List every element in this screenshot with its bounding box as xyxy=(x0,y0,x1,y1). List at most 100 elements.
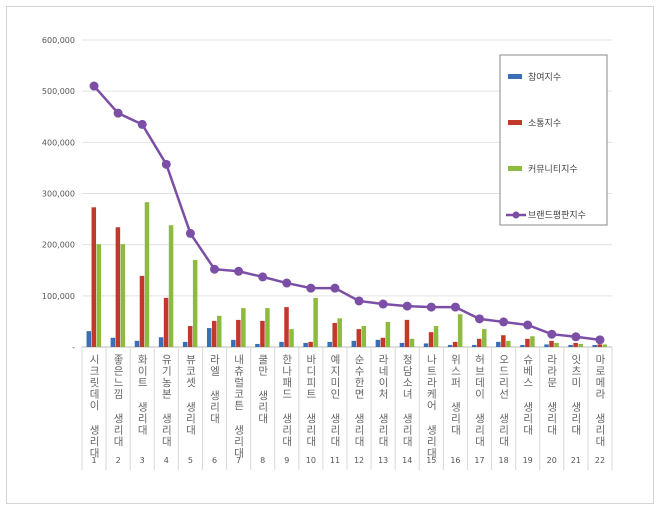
x-category-label: 허브데이 생리대 xyxy=(474,354,486,448)
bar-2 xyxy=(332,322,337,347)
bar-1 xyxy=(544,344,549,347)
legend-marker xyxy=(512,211,520,219)
bar-2 xyxy=(404,319,410,347)
bar-2 xyxy=(115,227,121,347)
line-point xyxy=(595,335,605,345)
y-tick-label: 100,000 xyxy=(42,292,75,301)
x-category-label: 마로메라 생리대 xyxy=(594,354,606,448)
line-point xyxy=(402,301,412,311)
x-category-label: 라네이처 생리대 xyxy=(377,354,389,448)
line-point xyxy=(499,317,509,327)
bar-3 xyxy=(385,321,391,347)
line-point xyxy=(450,302,460,312)
x-rank-label: 17 xyxy=(474,456,484,465)
bar-1 xyxy=(399,342,405,347)
bar-3 xyxy=(433,326,439,347)
bar-2 xyxy=(236,319,241,347)
x-category-label: 시크릿데이 생리대 xyxy=(88,354,100,459)
x-category-label: 라엘 생리대 xyxy=(209,354,221,425)
bar-2 xyxy=(187,326,193,347)
x-rank-label: 20 xyxy=(547,456,557,465)
x-rank-label: 6 xyxy=(212,456,217,465)
y-tick-label: 500,000 xyxy=(42,87,75,96)
x-category-label: 화이트 생리대 xyxy=(136,354,148,436)
x-rank-label: 14 xyxy=(402,456,412,465)
x-rank-label: 19 xyxy=(523,456,533,465)
bar-1 xyxy=(86,331,92,347)
x-rank-label: 4 xyxy=(164,456,169,465)
bar-1 xyxy=(134,340,140,347)
bar-1 xyxy=(279,341,284,347)
bar-3 xyxy=(241,308,246,347)
legend-label: 참여지수 xyxy=(528,71,561,83)
x-rank-label: 2 xyxy=(116,456,121,465)
x-category-label: 내츄럴코튼 생리대 xyxy=(233,354,245,459)
line-point xyxy=(161,159,171,169)
bar-1 xyxy=(303,342,308,347)
bar-2 xyxy=(573,342,578,347)
x-category-label: 좋은느낌 생리대 xyxy=(112,354,124,448)
bar-3 xyxy=(265,308,270,347)
line-point xyxy=(330,283,340,293)
x-rank-label: 8 xyxy=(260,456,265,465)
bar-1 xyxy=(327,341,332,347)
y-tick-label: 300,000 xyxy=(42,190,75,199)
x-rank-label: 10 xyxy=(306,456,316,465)
y-tick-label: 200,000 xyxy=(42,241,75,250)
line-point xyxy=(306,283,316,293)
line-point xyxy=(523,320,533,330)
bar-1 xyxy=(375,339,381,347)
x-category-label: 청담소녀 생리대 xyxy=(401,354,413,448)
x-rank-label: 21 xyxy=(571,456,581,465)
line-point xyxy=(210,264,219,274)
line-point xyxy=(547,329,557,339)
bar-3 xyxy=(578,343,583,347)
x-rank-label: 18 xyxy=(498,456,508,465)
bar-1 xyxy=(496,341,501,347)
x-category-label: 예지미인 생리대 xyxy=(329,353,341,447)
legend-label: 브랜드평판지수 xyxy=(528,210,586,221)
x-category-label: 라라문 생리대 xyxy=(546,354,558,436)
bar-1 xyxy=(423,343,429,347)
x-rank-label: 22 xyxy=(595,456,605,465)
x-category-label: 한나패드 생리대 xyxy=(281,354,293,448)
bar-3 xyxy=(602,344,607,347)
bar-3 xyxy=(96,244,102,347)
legend-swatch xyxy=(508,166,522,171)
line-point xyxy=(426,302,436,312)
x-category-label: 순수한면 생리대 xyxy=(353,354,365,448)
bar-3 xyxy=(361,326,367,347)
bar-1 xyxy=(182,341,188,347)
bar-2 xyxy=(597,344,602,347)
legend-label: 소통지수 xyxy=(528,118,561,129)
legend-swatch xyxy=(508,120,522,125)
x-category-label: 바디피트 생리대 xyxy=(305,354,317,448)
x-category-label: 잇츠미 생리대 xyxy=(570,354,582,436)
x-category-label: 오드리선 생리대 xyxy=(498,354,510,448)
x-category-label: 쿨만 생리대 xyxy=(257,354,269,425)
x-rank-label: 11 xyxy=(330,456,340,465)
bar-3 xyxy=(217,315,222,347)
bar-3 xyxy=(409,338,415,347)
bar-1 xyxy=(231,339,236,347)
bar-3 xyxy=(192,260,198,347)
bar-2 xyxy=(163,297,169,347)
bar-3 xyxy=(289,329,294,347)
bar-3 xyxy=(554,342,559,347)
x-rank-label: 16 xyxy=(450,456,460,465)
line-point xyxy=(378,299,388,309)
bar-1 xyxy=(255,343,260,347)
line-point xyxy=(89,81,99,91)
bar-3 xyxy=(168,225,174,347)
line-point xyxy=(113,108,123,118)
x-rank-label: 5 xyxy=(188,456,193,465)
bar-2 xyxy=(212,320,217,347)
x-rank-label: 3 xyxy=(140,456,145,465)
x-rank-label: 1 xyxy=(91,456,96,465)
y-tick-label: - xyxy=(72,343,75,352)
bar-3 xyxy=(313,297,318,347)
x-category-label: 위스퍼 생리대 xyxy=(449,353,461,436)
bar-3 xyxy=(506,340,511,347)
y-tick-label: 400,000 xyxy=(42,138,75,147)
x-rank-label: 7 xyxy=(236,456,241,465)
